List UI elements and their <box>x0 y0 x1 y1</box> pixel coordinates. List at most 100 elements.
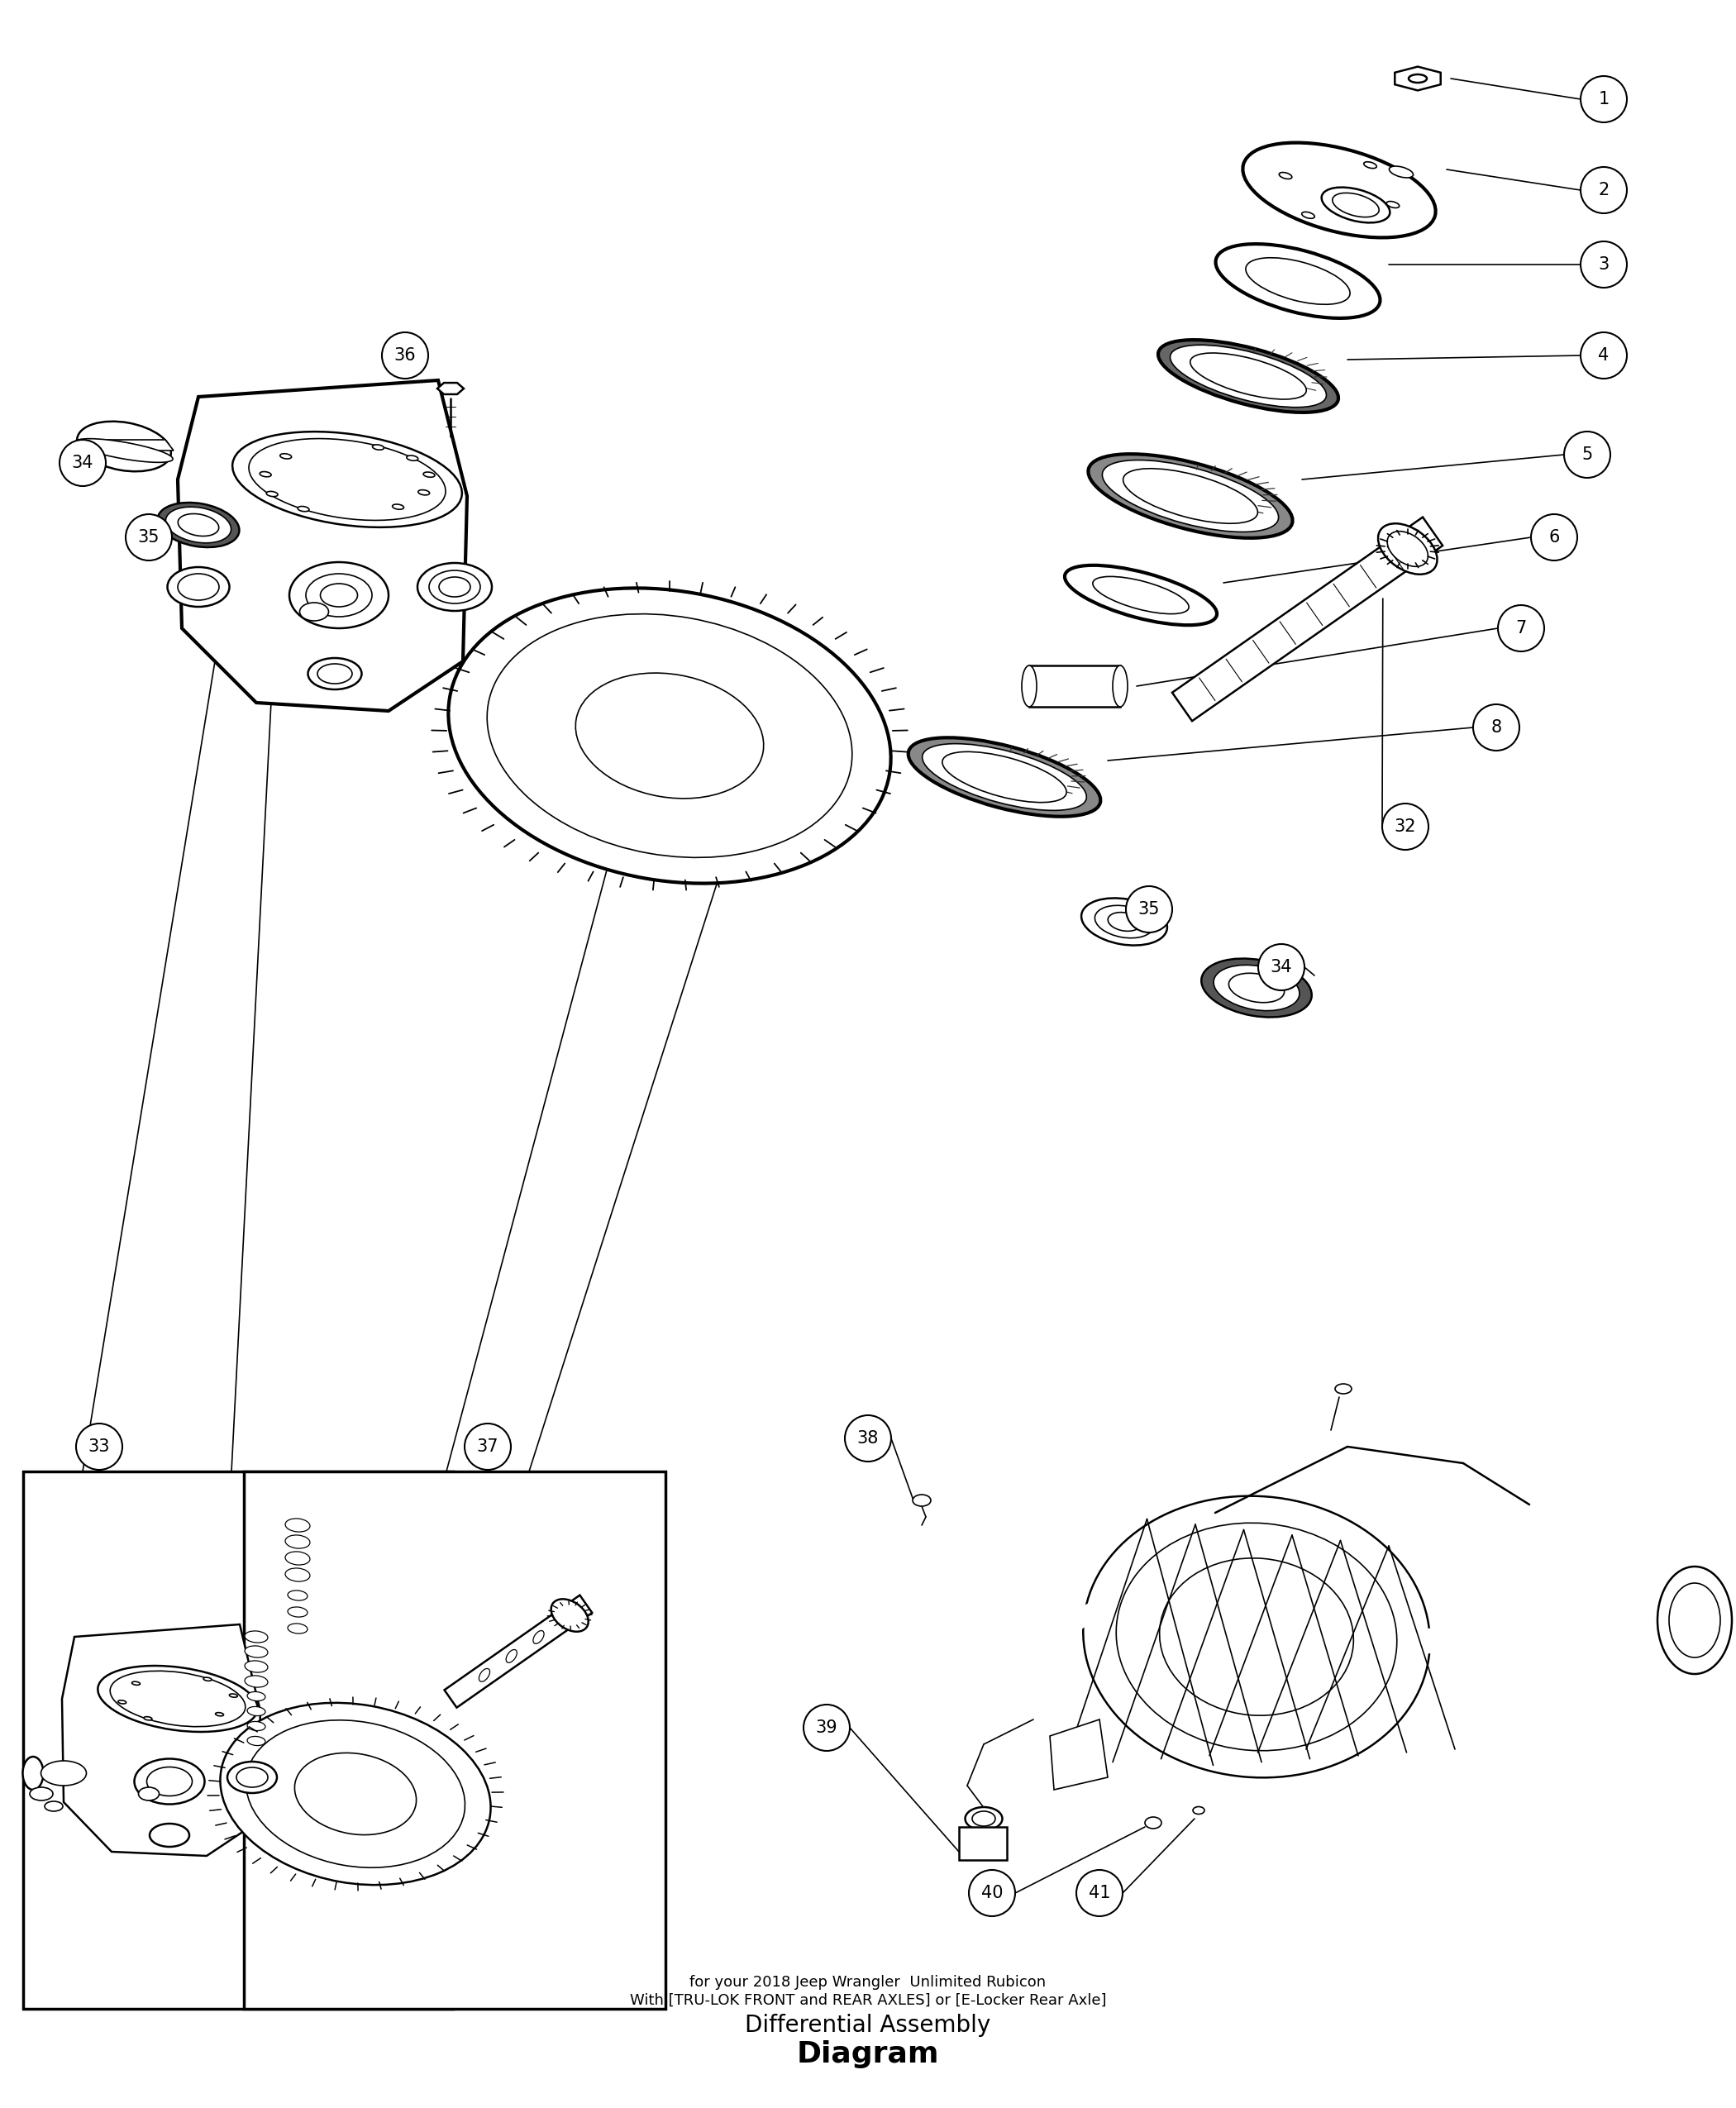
Polygon shape <box>75 441 174 451</box>
Text: 38: 38 <box>858 1429 878 1446</box>
Polygon shape <box>958 1828 1007 1859</box>
Ellipse shape <box>220 1703 491 1885</box>
Ellipse shape <box>236 1767 267 1788</box>
Ellipse shape <box>245 1661 267 1672</box>
Ellipse shape <box>1215 245 1380 318</box>
Ellipse shape <box>285 1518 311 1533</box>
Text: 37: 37 <box>477 1438 498 1455</box>
Ellipse shape <box>306 573 372 618</box>
Text: 6: 6 <box>1549 529 1559 546</box>
Ellipse shape <box>321 584 358 607</box>
Ellipse shape <box>913 1495 930 1507</box>
Circle shape <box>1580 76 1627 122</box>
Ellipse shape <box>109 1672 245 1726</box>
Text: 1: 1 <box>1599 91 1609 108</box>
Ellipse shape <box>1123 468 1257 523</box>
Ellipse shape <box>922 744 1087 809</box>
Polygon shape <box>444 1596 592 1707</box>
Ellipse shape <box>418 489 429 495</box>
Ellipse shape <box>965 1807 1002 1830</box>
Bar <box>23 1471 453 2009</box>
Ellipse shape <box>245 1632 267 1642</box>
Ellipse shape <box>373 445 384 449</box>
Ellipse shape <box>1095 906 1154 938</box>
Text: 35: 35 <box>137 529 160 546</box>
Circle shape <box>1498 605 1545 651</box>
Ellipse shape <box>179 514 219 535</box>
Text: 4: 4 <box>1599 348 1609 365</box>
Circle shape <box>1127 885 1172 932</box>
Ellipse shape <box>247 1707 266 1716</box>
Ellipse shape <box>266 491 278 497</box>
Ellipse shape <box>488 613 852 858</box>
Text: 3: 3 <box>1599 257 1609 272</box>
Ellipse shape <box>144 1716 153 1720</box>
Ellipse shape <box>285 1551 311 1564</box>
Ellipse shape <box>429 571 481 603</box>
Ellipse shape <box>148 1767 193 1796</box>
Ellipse shape <box>245 1646 267 1657</box>
Ellipse shape <box>1378 523 1437 573</box>
Ellipse shape <box>1113 666 1128 706</box>
Polygon shape <box>1394 67 1441 91</box>
Ellipse shape <box>417 563 491 611</box>
Text: 40: 40 <box>981 1885 1003 1901</box>
Ellipse shape <box>550 1600 589 1632</box>
Ellipse shape <box>505 1651 517 1663</box>
Polygon shape <box>1050 1720 1108 1790</box>
Ellipse shape <box>288 1623 307 1634</box>
Ellipse shape <box>1335 1383 1352 1393</box>
Circle shape <box>1580 242 1627 287</box>
Ellipse shape <box>1408 74 1427 82</box>
Ellipse shape <box>1243 143 1436 238</box>
Ellipse shape <box>1083 1497 1430 1777</box>
Ellipse shape <box>1146 1817 1161 1828</box>
Circle shape <box>1580 333 1627 379</box>
Ellipse shape <box>229 1695 238 1697</box>
Ellipse shape <box>1191 352 1307 398</box>
Ellipse shape <box>1193 1807 1205 1815</box>
Text: Differential Assembly: Differential Assembly <box>745 2013 991 2036</box>
Ellipse shape <box>1092 575 1189 613</box>
Ellipse shape <box>1023 666 1036 706</box>
Circle shape <box>969 1870 1016 1916</box>
Ellipse shape <box>75 438 174 462</box>
Ellipse shape <box>248 438 446 521</box>
Text: 7: 7 <box>1516 620 1526 637</box>
Ellipse shape <box>290 563 389 628</box>
Ellipse shape <box>139 1788 160 1800</box>
Ellipse shape <box>300 603 328 622</box>
Ellipse shape <box>233 432 462 527</box>
Ellipse shape <box>318 664 352 683</box>
Ellipse shape <box>1229 974 1285 1003</box>
Ellipse shape <box>76 422 172 472</box>
Text: 35: 35 <box>1139 900 1160 917</box>
Ellipse shape <box>1668 1583 1720 1657</box>
Text: 34: 34 <box>1271 959 1292 976</box>
Polygon shape <box>1029 666 1120 706</box>
Ellipse shape <box>1302 213 1314 219</box>
Ellipse shape <box>972 1811 995 1826</box>
Text: 2: 2 <box>1599 181 1609 198</box>
Circle shape <box>59 441 106 487</box>
Ellipse shape <box>1064 565 1217 626</box>
Circle shape <box>382 333 429 379</box>
Circle shape <box>76 1423 122 1469</box>
Ellipse shape <box>149 1823 189 1847</box>
Text: Diagram: Diagram <box>797 2041 939 2068</box>
Circle shape <box>1564 432 1611 479</box>
Circle shape <box>1580 167 1627 213</box>
Ellipse shape <box>288 1589 307 1600</box>
Ellipse shape <box>288 1606 307 1617</box>
Polygon shape <box>1172 516 1443 721</box>
Ellipse shape <box>295 1754 417 1834</box>
Text: With [TRU-LOK FRONT and REAR AXLES] or [E-Locker Rear Axle]: With [TRU-LOK FRONT and REAR AXLES] or [… <box>630 1992 1106 2009</box>
Ellipse shape <box>439 578 470 597</box>
Ellipse shape <box>479 1670 490 1682</box>
Circle shape <box>465 1423 510 1469</box>
Ellipse shape <box>247 1693 266 1701</box>
Ellipse shape <box>576 672 764 799</box>
Ellipse shape <box>132 1682 141 1684</box>
Ellipse shape <box>285 1568 311 1581</box>
Ellipse shape <box>23 1756 43 1790</box>
